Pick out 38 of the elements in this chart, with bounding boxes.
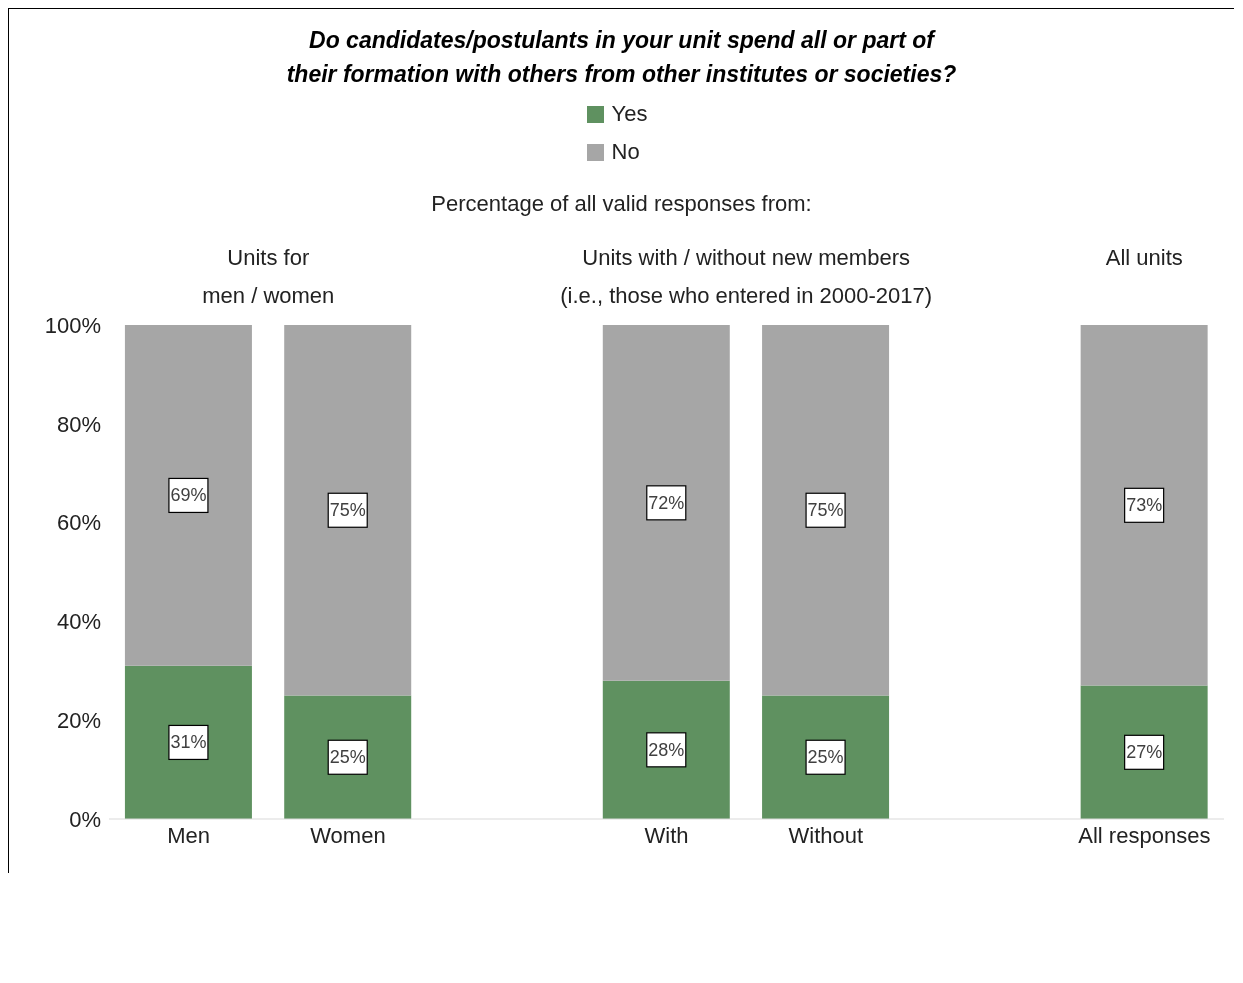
y-tick-label: 40% [56,609,101,635]
x-tick-label: Men [167,822,211,848]
data-label: 73% [1126,495,1163,516]
bar [762,325,890,696]
data-label: 25% [807,747,844,768]
y-tick-label: 0% [69,806,101,832]
data-label: 72% [648,492,685,513]
data-label: 25% [329,747,366,768]
bar [602,680,730,819]
bar [1080,685,1208,819]
bar [1080,325,1208,686]
x-tick-label: Women [310,822,386,848]
legend-label: Yes [610,100,649,128]
data-label: 31% [170,732,207,753]
bar [284,325,412,696]
x-tick-label: Without [788,822,864,848]
chart-subtitle: Percentage of all valid responses from: [430,191,813,217]
data-label: 27% [1126,742,1163,763]
x-tick-label: All responses [1078,822,1211,848]
text: Units with / without new members (i.e., those who entered in 2000-2017) [559,244,934,310]
legend-label: No [610,138,641,166]
y-tick-label: 60% [56,510,101,536]
bar [602,325,730,681]
x-tick-label: With [644,822,689,848]
y-tick-label: 80% [56,411,101,437]
bar [284,695,412,819]
text: Units for men / women [202,245,335,308]
text: All units [1105,245,1183,270]
y-tick-label: 20% [56,708,101,734]
data-label: 28% [648,739,685,760]
y-tick-label: 100% [44,312,101,338]
bar [124,325,252,666]
data-label: 69% [170,485,207,506]
data-label: 75% [807,500,844,521]
bar [762,695,890,819]
bar [124,665,252,819]
chart-title: Do candidates/postulants in your unit spend all or part of their formation with others from other institutes or societies? [285,26,958,89]
data-label: 75% [329,500,366,521]
